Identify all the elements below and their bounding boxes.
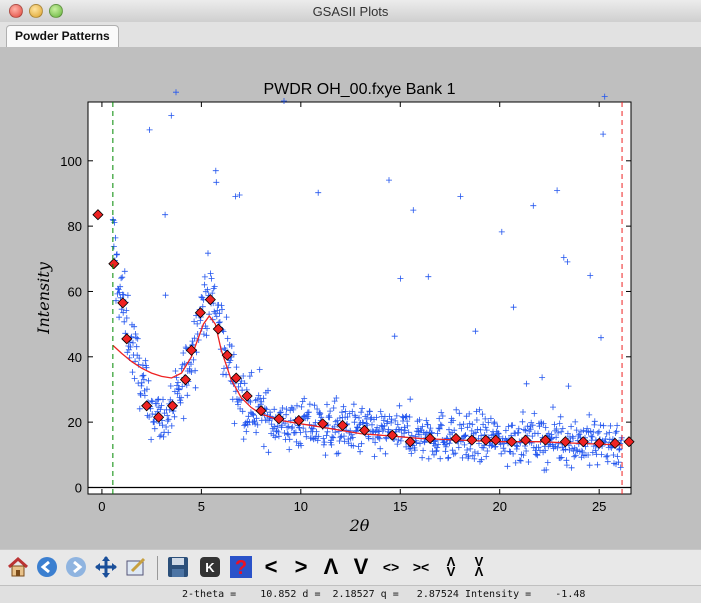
background-point [273,413,285,425]
shift-left-icon[interactable]: < [264,554,278,579]
background-point [539,434,552,446]
background-point [593,437,605,449]
back-arrow-icon[interactable] [34,554,60,580]
background-point [212,323,224,335]
axis-ticks: 0 5 10 15 20 25 0 20 40 60 80 100 [60,102,631,514]
x-tick-label: 10 [294,499,308,514]
background-point [117,297,129,309]
limit-lines [112,102,623,494]
powder-pattern-chart[interactable]: 0 5 10 15 20 25 0 20 40 60 80 100 PWDR OH_00.fxye B… [0,47,701,549]
background-point [293,414,305,427]
key-icon-label: K [205,560,215,575]
axes-background [87,101,632,495]
y-tick-label: 40 [68,350,82,365]
background-point [358,424,371,436]
home-icon[interactable] [5,554,31,580]
background-point [179,374,192,386]
calculated-curve [112,314,623,446]
background-point [194,307,206,319]
background-point [450,432,462,445]
background-point [255,405,267,417]
background-point [185,344,197,356]
background-point [490,434,502,446]
calculated-series [88,314,631,489]
shift-up-icon[interactable]: Λ [323,554,339,579]
save-disk-icon[interactable] [165,554,191,580]
configure-subplots-icon[interactable] [123,554,149,580]
background-point [424,432,436,445]
x-tick-label: 15 [393,499,407,514]
y-tick-label: 80 [68,219,82,234]
y-tick-label: 60 [68,284,82,299]
tab-powder-patterns[interactable]: Powder Patterns [6,25,119,47]
background-point [241,390,253,402]
key-icon[interactable]: K [197,554,223,580]
background-points-series [92,209,635,449]
forward-arrow-icon[interactable] [63,554,89,580]
zoom-window-button[interactable] [49,4,63,18]
expand-horizontal-icon[interactable]: <> [382,559,400,575]
background-point [337,419,349,431]
background-point [108,258,120,270]
background-point [166,400,179,412]
plot-canvas-area[interactable]: 0 5 10 15 20 25 0 20 40 60 80 100 PWDR OH_00.fxye B… [0,47,701,549]
background-point [204,294,216,306]
background-point [577,436,589,448]
x-tick-label: 0 [98,499,105,514]
status-bar: 2-theta = 10.852 d = 2.18527 q = 2.87524… [0,585,701,603]
tab-strip: Powder Patterns [0,22,701,48]
background-point [623,436,635,448]
help-icon-label: ? [235,557,247,579]
help-icon[interactable]: ? [228,554,254,580]
background-point [317,418,329,430]
background-point [221,349,233,361]
background-point [92,209,104,221]
shift-down-icon[interactable]: V [353,554,369,579]
x-axis-label: 2θ [349,516,370,535]
y-tick-label: 20 [68,415,82,430]
chart-title: PWDR OH_00.fxye Bank 1 [263,81,455,98]
x-tick-label: 25 [592,499,606,514]
toolbar-separator [157,556,158,580]
background-point [506,436,518,448]
y-axis-label: Intensity [34,261,53,335]
window-titlebar: GSASII Plots [0,0,701,23]
background-point [386,429,398,441]
y-tick-label: 100 [60,154,82,169]
cursor-readout: 2-theta = 10.852 d = 2.18527 q = 2.87524… [182,589,586,600]
background-point [121,333,133,345]
background-point [466,434,478,446]
shift-right-icon[interactable]: > [294,554,308,579]
background-point [141,400,153,412]
background-point [404,436,416,448]
x-tick-label: 20 [492,499,506,514]
contract-horizontal-icon[interactable]: >< [412,559,430,575]
close-window-button[interactable] [9,4,23,18]
background-point [559,436,571,448]
y-tick-label: 0 [75,480,82,495]
background-point [153,411,165,423]
window-title: GSASII Plots [312,4,389,19]
x-tick-label: 5 [198,499,205,514]
minimize-window-button[interactable] [29,4,43,18]
background-point [609,437,621,449]
background-point [480,434,492,446]
pan-move-icon[interactable] [93,554,119,580]
background-point [520,434,532,446]
background-point [230,372,242,384]
